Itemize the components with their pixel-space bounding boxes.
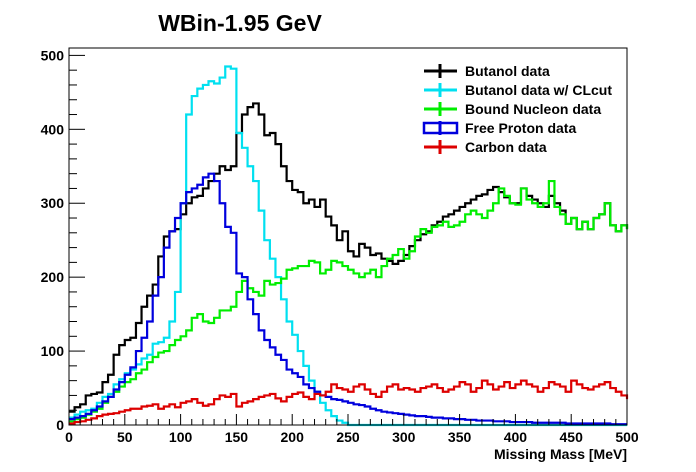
axes: 0 50 100 150 200 250 300 350 400 450 500 0 100 200 300… [41,47,639,445]
series-line-bound-nucleon-data [69,179,629,423]
plot-area [69,65,629,427]
x-tick-label: 450 [560,429,584,445]
y-tick-label: 400 [41,121,65,137]
legend-label-butanol-data-w-clcut: Butanol data w/ CLcut [465,82,612,98]
y-tick-label: 200 [41,269,65,285]
y-tick-label: 0 [56,417,64,433]
series-line-carbon-data [69,379,629,425]
x-tick-label: 350 [448,429,472,445]
x-axis-title: Missing Mass [MeV] [494,446,627,462]
x-tick-label: 200 [281,429,305,445]
legend-label-carbon-data: Carbon data [465,139,547,155]
legend: Butanol data Butanol data w/ CLcut Bound N… [422,63,612,155]
x-tick-label: 50 [117,429,133,445]
x-tick-label: 400 [504,429,528,445]
x-tick-label: 0 [65,429,73,445]
legend-label-bound-nucleon-data: Bound Nucleon data [465,101,601,117]
y-tick-label: 500 [41,47,65,63]
x-tick-label: 300 [392,429,416,445]
x-tick-label: 150 [225,429,249,445]
legend-label-free-proton-data: Free Proton data [465,120,576,136]
chart-title: WBin-1.95 GeV [158,10,322,36]
y-tick-label: 100 [41,343,65,359]
legend-label-butanol-data: Butanol data [465,63,550,79]
x-tick-label: 250 [336,429,360,445]
x-tick-label: 500 [615,429,639,445]
y-tick-label: 300 [41,195,65,211]
x-tick-label: 100 [169,429,193,445]
